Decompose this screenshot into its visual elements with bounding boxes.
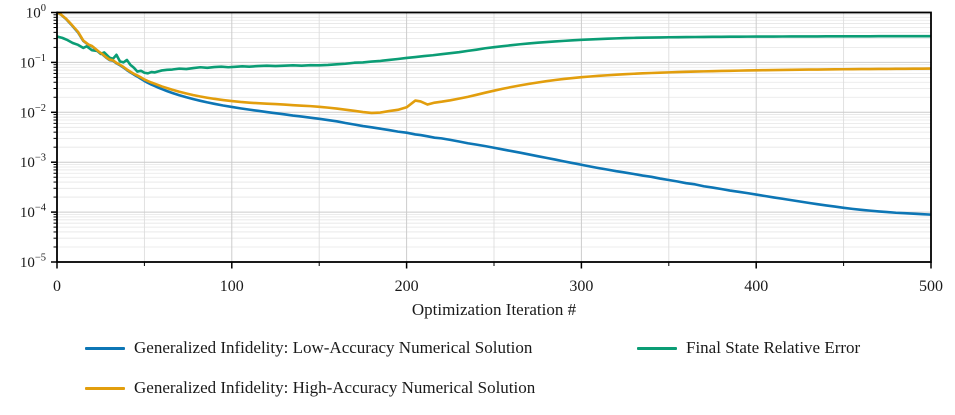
svg-text:200: 200 <box>395 278 419 295</box>
grid-minor <box>57 12 931 262</box>
svg-text:100: 100 <box>26 3 46 22</box>
legend-item-final-state-error: Final State Relative Error <box>637 338 860 358</box>
legend-item-high-accuracy: Generalized Infidelity: High-Accuracy Nu… <box>85 378 535 398</box>
svg-text:100: 100 <box>220 278 244 295</box>
svg-text:10−2: 10−2 <box>20 103 46 122</box>
x-tick-labels: 0 100 200 300 400 500 <box>53 278 943 295</box>
svg-text:10−5: 10−5 <box>20 253 46 272</box>
series-high-accuracy-line <box>57 11 931 115</box>
svg-text:500: 500 <box>919 278 943 295</box>
x-axis-label: Optimization Iteration # <box>411 300 577 319</box>
series-final-state-error-line <box>57 34 931 75</box>
svg-text:300: 300 <box>569 278 593 295</box>
svg-text:400: 400 <box>744 278 768 295</box>
svg-text:10−1: 10−1 <box>20 53 46 72</box>
legend-label-low-accuracy: Generalized Infidelity: Low-Accuracy Num… <box>134 338 533 357</box>
legend-swatch-low-accuracy-line <box>85 346 125 350</box>
svg-text:0: 0 <box>53 278 61 295</box>
legend-swatch-high-accuracy-line <box>85 386 125 390</box>
svg-text:10−3: 10−3 <box>20 153 46 172</box>
y-tick-labels: 100 10−1 10−2 10−3 10−4 10−5 <box>20 3 47 271</box>
legend-label-high-accuracy: Generalized Infidelity: High-Accuracy Nu… <box>134 378 536 397</box>
legend-label-final-state-error: Final State Relative Error <box>686 338 861 357</box>
grid-major <box>57 12 931 262</box>
legend-swatch-final-state-error-line <box>637 346 677 350</box>
axis-ticks <box>51 11 932 269</box>
svg-text:10−4: 10−4 <box>20 203 47 222</box>
legend-item-low-accuracy: Generalized Infidelity: Low-Accuracy Num… <box>85 338 532 358</box>
